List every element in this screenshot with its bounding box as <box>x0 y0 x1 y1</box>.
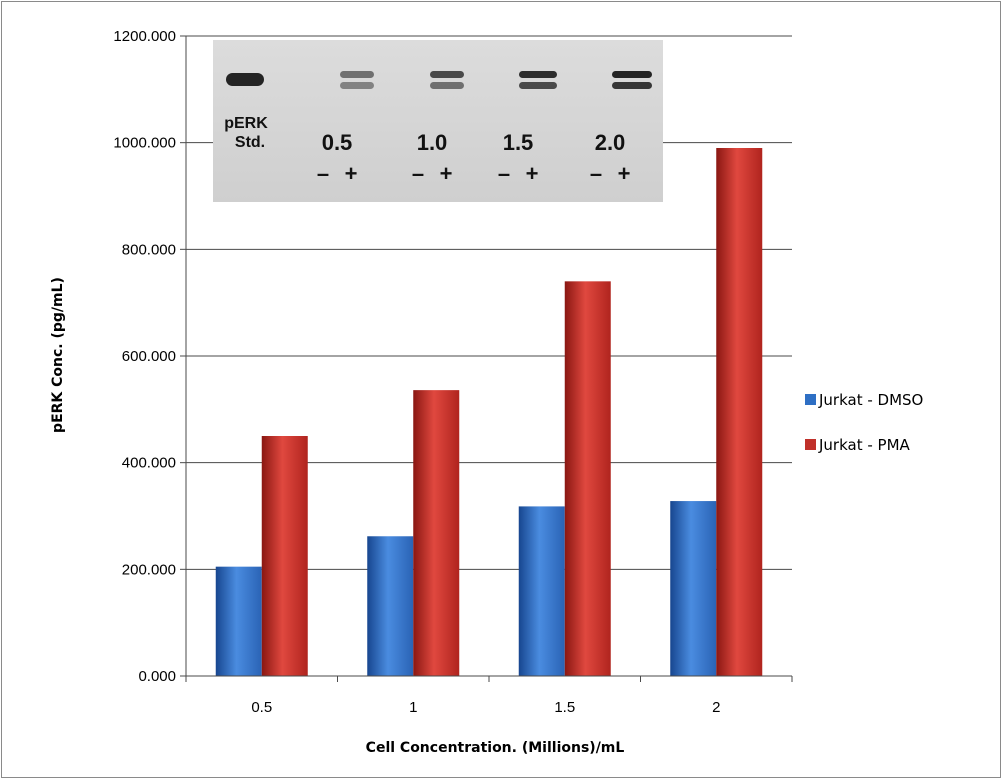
y-tick-label: 800.000 <box>122 241 176 258</box>
y-tick-label: 1000.000 <box>113 135 176 152</box>
y-axis-title: pERK Conc. (pg/mL) <box>50 277 66 433</box>
legend-label: Jurkat - PMA <box>818 436 911 454</box>
x-tick-label: 1.5 <box>554 699 575 716</box>
x-axis-title: Cell Concentration. (Millions)/mL <box>366 740 625 756</box>
x-tick-label: 2 <box>712 699 720 716</box>
bar-jurkat-dmso-2 <box>670 501 717 676</box>
blot-minus-sign: – <box>317 161 329 186</box>
y-tick-label: 200.000 <box>122 561 176 578</box>
blot-plus-sign: + <box>526 161 539 186</box>
axes <box>180 35 793 682</box>
bar-jurkat-pma-0.5 <box>261 436 308 676</box>
bar-jurkat-pma-1 <box>413 390 460 676</box>
legend-label: Jurkat - DMSO <box>818 391 923 409</box>
blot-standard-label-std: Std. <box>235 134 265 151</box>
blot-plus-sign: + <box>618 161 631 186</box>
blot-lane-concentration: 1.5 <box>503 130 534 155</box>
blot-plus-sign: + <box>345 161 358 186</box>
x-tick-labels: 0.5 1 1.5 2 <box>251 699 720 716</box>
blot-lane-concentration: 0.5 <box>322 130 353 155</box>
y-tick-labels: 0.000 200.000 400.000 600.000 800.000 1000.00… <box>113 28 176 685</box>
blot-minus-sign: – <box>412 161 424 186</box>
bar-jurkat-pma-1.5 <box>564 281 611 676</box>
blot-band <box>430 71 464 78</box>
blot-band <box>226 73 264 86</box>
blot-minus-sign: – <box>498 161 510 186</box>
x-tick-label: 0.5 <box>251 699 272 716</box>
blot-standard-label-pERK: pERK <box>224 115 268 132</box>
blot-background <box>213 40 663 202</box>
y-tick-label: 400.000 <box>122 455 176 472</box>
bar-jurkat-dmso-1 <box>367 536 414 676</box>
legend-swatch <box>805 439 816 450</box>
legend-swatch <box>805 394 816 405</box>
western-blot-inset: pERK Std. 0.5– +1.0– +1.5– +2.0– + <box>213 40 663 202</box>
bar-jurkat-pma-2 <box>716 148 763 676</box>
bar-jurkat-dmso-0.5 <box>215 566 262 676</box>
blot-band <box>430 82 464 89</box>
bar-jurkat-dmso-1.5 <box>518 506 565 676</box>
y-tick-label: 1200.000 <box>113 28 176 45</box>
blot-lane-concentration: 2.0 <box>595 130 626 155</box>
x-tick-label: 1 <box>409 699 417 716</box>
y-tick-label: 0.000 <box>138 668 176 685</box>
blot-lane-concentration: 1.0 <box>417 130 448 155</box>
blot-band <box>519 71 557 78</box>
blot-plus-sign: + <box>440 161 453 186</box>
blot-minus-sign: – <box>590 161 602 186</box>
blot-band <box>340 71 374 78</box>
bars <box>215 148 763 676</box>
blot-band <box>612 82 652 89</box>
blot-bands <box>226 71 652 89</box>
y-tick-label: 600.000 <box>122 348 176 365</box>
blot-lane-labels: 0.5– +1.0– +1.5– +2.0– + <box>317 130 631 186</box>
blot-band <box>340 82 374 89</box>
legend: Jurkat - DMSO Jurkat - PMA <box>805 391 923 454</box>
blot-band <box>519 82 557 89</box>
blot-band <box>612 71 652 78</box>
